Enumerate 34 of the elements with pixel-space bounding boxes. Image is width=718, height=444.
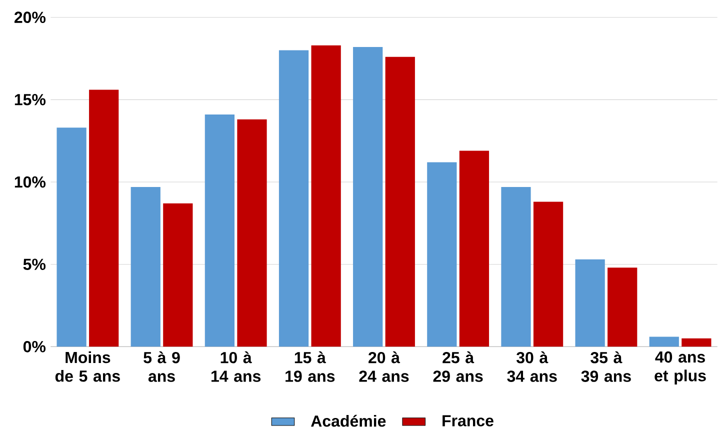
- y-tick-label: 20%: [14, 12, 46, 23]
- bar: [575, 259, 605, 347]
- x-tick-label: Moins de 5 ans: [55, 351, 120, 382]
- bar: [353, 46, 383, 347]
- bar: [311, 45, 341, 347]
- y-tick-label: 10%: [14, 176, 46, 188]
- bar: [608, 268, 638, 347]
- x-tick-label: 40 ans et plus: [654, 351, 706, 385]
- bar: [459, 150, 490, 347]
- bar: [533, 202, 564, 347]
- bar: [385, 56, 415, 347]
- bar: [278, 50, 309, 347]
- bar: [89, 90, 119, 347]
- x-tick-label: 25 à 29 ans: [433, 351, 483, 382]
- y-tick-label: 5%: [23, 258, 46, 270]
- bar: [163, 203, 193, 347]
- x-tick-label: 35 à 39 ans: [581, 351, 631, 382]
- y-tick-label: 15%: [14, 94, 46, 106]
- bar: [204, 114, 235, 347]
- bar: [427, 162, 457, 347]
- legend-label: France: [442, 415, 494, 426]
- bar: [682, 338, 712, 347]
- x-tick-label: 30 à 34 ans: [507, 351, 557, 382]
- bar: [130, 186, 160, 347]
- bar: [649, 336, 679, 347]
- bar: [237, 119, 267, 347]
- y-tick-label: 0%: [23, 341, 46, 352]
- x-tick-label: 5 à 9 ans: [144, 351, 180, 382]
- bar: [501, 186, 531, 347]
- legend-label: Académie: [311, 414, 386, 427]
- x-tick-label: 20 à 24 ans: [359, 351, 409, 382]
- x-tick-label: 10 à 14 ans: [212, 351, 261, 382]
- x-tick-label: 15 à 19 ans: [286, 351, 335, 382]
- bar: [56, 128, 86, 347]
